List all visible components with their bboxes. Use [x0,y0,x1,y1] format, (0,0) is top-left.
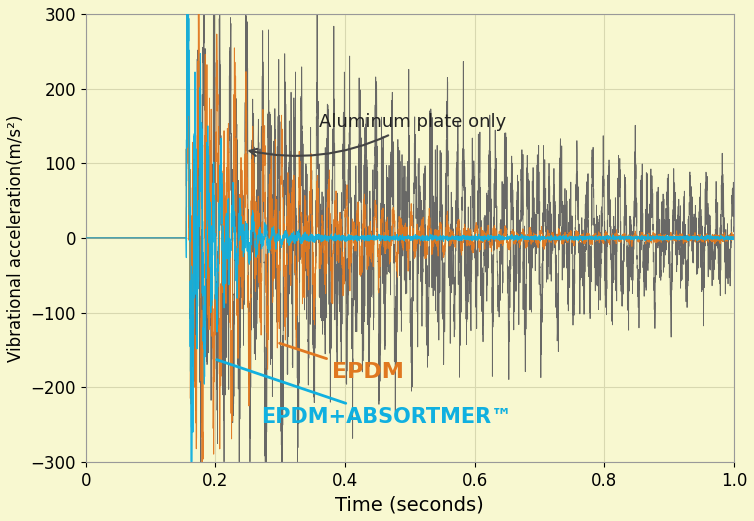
X-axis label: Time (seconds): Time (seconds) [336,495,484,514]
Text: EPDM: EPDM [280,343,404,382]
Text: Aluminum plate only: Aluminum plate only [250,114,506,156]
Y-axis label: Vibrational acceleration(m/s²): Vibrational acceleration(m/s²) [7,114,25,362]
Text: EPDM+ABSORTMER™: EPDM+ABSORTMER™ [216,359,512,427]
